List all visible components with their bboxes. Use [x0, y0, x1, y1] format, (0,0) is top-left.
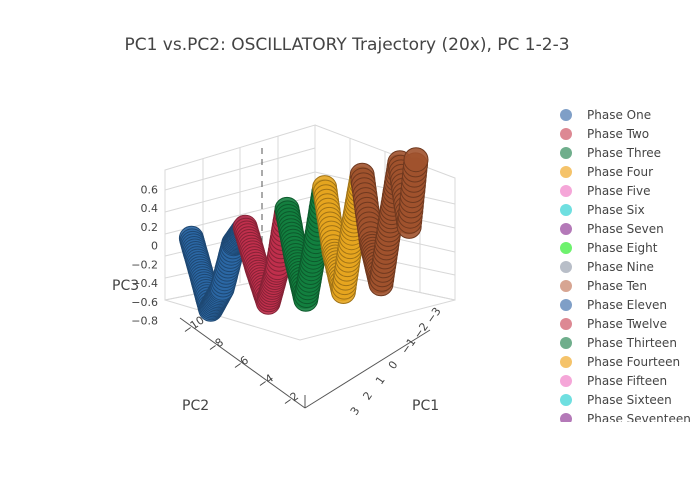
legend-item[interactable]: Phase Four — [560, 165, 653, 179]
legend-label: Phase Ten — [587, 279, 647, 293]
legend-item[interactable]: Phase Sixteen — [560, 393, 672, 407]
legend-label: Phase Fifteen — [587, 374, 667, 388]
legend-marker — [560, 204, 572, 216]
legend-marker — [560, 375, 572, 387]
legend-marker — [560, 299, 572, 311]
z-axis-title: PC3 — [112, 278, 139, 294]
legend-label: Phase Twelve — [587, 317, 667, 331]
legend[interactable]: Phase One Phase Two Phase Three Phase Four P… — [560, 108, 691, 426]
legend-marker — [560, 109, 572, 121]
legend-item[interactable]: Phase Eleven — [560, 298, 667, 312]
x-tick-label: −3 — [424, 305, 444, 326]
data-point — [403, 147, 429, 173]
legend-item[interactable]: Phase Fourteen — [560, 355, 680, 369]
legend-marker — [560, 280, 572, 292]
legend-marker — [560, 394, 572, 406]
x-tick-label: 3 — [348, 405, 363, 418]
legend-marker — [560, 185, 572, 197]
legend-item[interactable]: Phase Twelve — [560, 317, 667, 331]
legend-marker — [560, 261, 572, 273]
legend-marker — [560, 337, 572, 349]
legend-label: Phase Seven — [587, 222, 664, 236]
legend-label: Phase Six — [587, 203, 645, 217]
legend-label: Phase Two — [587, 127, 649, 141]
legend-item[interactable]: Phase Seventeen — [560, 412, 691, 426]
legend-item[interactable]: Phase Eight — [560, 241, 658, 255]
legend-marker — [560, 147, 572, 159]
y-axis-title: PC2 — [182, 398, 209, 414]
legend-marker — [560, 166, 572, 178]
legend-marker — [560, 223, 572, 235]
legend-item[interactable]: Phase Ten — [560, 279, 647, 293]
z-tick-label: −0.8 — [131, 315, 158, 328]
legend-item[interactable]: Phase Seven — [560, 222, 664, 236]
chart-title: PC1 vs.PC2: OSCILLATORY Trajectory (20x)… — [124, 35, 569, 55]
legend-marker — [560, 356, 572, 368]
z-tick-label: 0.6 — [141, 183, 159, 196]
legend-item[interactable]: Phase Thirteen — [560, 336, 677, 350]
legend-label: Phase Five — [587, 184, 651, 198]
z-tick-label: 0 — [151, 240, 158, 253]
legend-label: Phase Fourteen — [587, 355, 680, 369]
legend-label: Phase Thirteen — [587, 336, 677, 350]
axis-frame — [179, 148, 431, 409]
legend-label: Phase Eleven — [587, 298, 667, 312]
legend-label: Phase Four — [587, 165, 653, 179]
z-tick-label: 0.4 — [141, 202, 159, 215]
legend-label: Phase Sixteen — [587, 393, 672, 407]
legend-label: Phase One — [587, 108, 651, 122]
legend-item[interactable]: Phase Five — [560, 184, 651, 198]
plot-scene-3d[interactable]: −0.8 −0.6 −0.4 −0.2 0 0.2 0.4 0.6 −10−8−6−4−2 3… — [112, 124, 456, 418]
legend-label: Phase Seventeen — [587, 412, 691, 426]
legend-marker — [560, 242, 572, 254]
legend-label: Phase Three — [587, 146, 661, 160]
legend-label: Phase Nine — [587, 260, 654, 274]
legend-item[interactable]: Phase Three — [560, 146, 661, 160]
z-tick-label: −0.2 — [131, 258, 158, 271]
legend-item[interactable]: Phase Nine — [560, 260, 654, 274]
z-tick-label: −0.4 — [131, 277, 158, 290]
legend-label: Phase Eight — [587, 241, 658, 255]
legend-item[interactable]: Phase Fifteen — [560, 374, 667, 388]
y-axis-ticks: −10−8−6−4−2 — [180, 313, 301, 409]
legend-item[interactable]: Phase Two — [560, 127, 649, 141]
x-tick-label: 1 — [373, 374, 388, 387]
z-tick-label: −0.6 — [131, 296, 158, 309]
x-tick-label: 2 — [361, 389, 376, 402]
legend-marker — [560, 318, 572, 330]
legend-item[interactable]: Phase Six — [560, 203, 645, 217]
x-tick-label: −2 — [411, 320, 431, 341]
z-tick-label: 0.2 — [141, 221, 159, 234]
legend-item[interactable]: Phase One — [560, 108, 651, 122]
legend-marker — [560, 413, 572, 422]
legend-marker — [560, 128, 572, 140]
z-axis-ticks: −0.8 −0.6 −0.4 −0.2 0 0.2 0.4 0.6 — [131, 183, 158, 327]
x-tick-label: 0 — [386, 359, 401, 372]
marker-layer — [178, 147, 429, 322]
x-axis-title: PC1 — [412, 398, 439, 414]
